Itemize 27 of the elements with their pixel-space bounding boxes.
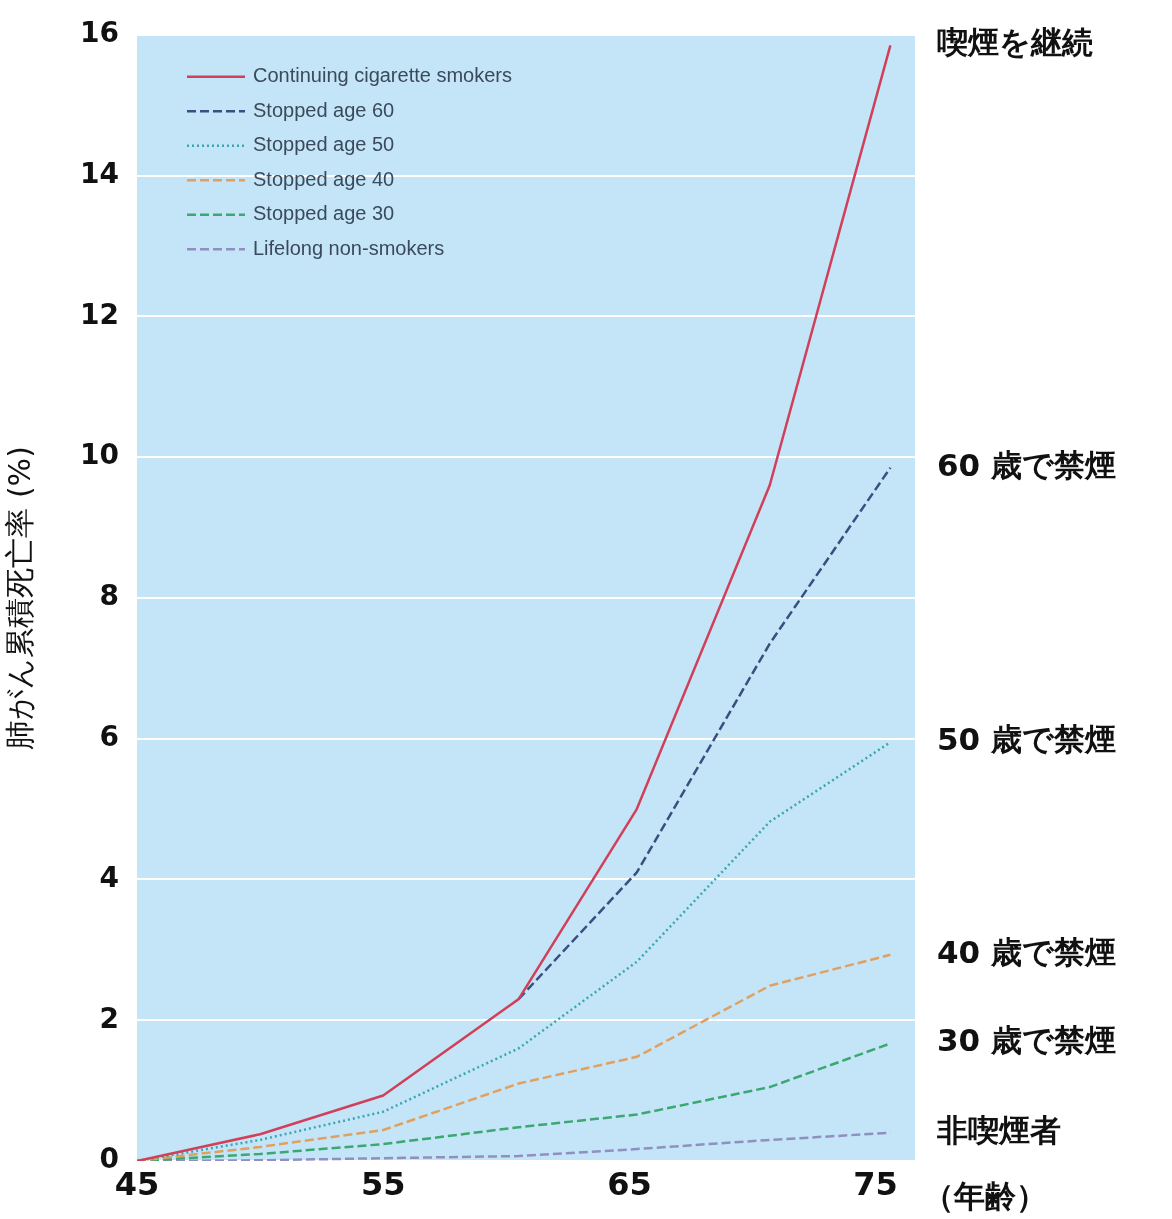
text: 30 歳で禁煙 bbox=[937, 1022, 1116, 1059]
legend-label: Lifelong non-smokers bbox=[253, 236, 445, 259]
text: 非喫煙者 bbox=[936, 1111, 1061, 1148]
legend-label: Stopped age 30 bbox=[253, 202, 395, 225]
line-series bbox=[517, 466, 892, 1001]
y-axis-title: 肺がん累積死亡率 (%) bbox=[1, 446, 37, 750]
x-tick-label: 75 bbox=[853, 1164, 898, 1203]
y-tick-label: 10 bbox=[80, 438, 119, 472]
y-tick-label: 6 bbox=[99, 719, 119, 753]
legend-label: Continuing cigarette smokers bbox=[253, 64, 513, 87]
x-tick-label: 65 bbox=[607, 1164, 652, 1203]
y-tick-label: 8 bbox=[99, 579, 119, 613]
legend-label: Stopped age 40 bbox=[253, 167, 395, 190]
text: 喫煙を継続 bbox=[937, 24, 1093, 61]
x-axis-title: （年齢） bbox=[923, 1178, 1047, 1215]
y-tick-label: 0 bbox=[99, 1142, 119, 1176]
text: 60 歳で禁煙 bbox=[937, 446, 1116, 483]
y-tick-label: 12 bbox=[80, 297, 119, 331]
text: 40 歳で禁煙 bbox=[937, 933, 1116, 970]
text: 50 歳で禁煙 bbox=[937, 721, 1116, 758]
y-tick-label: 4 bbox=[99, 860, 119, 894]
y-tick-label: 14 bbox=[80, 156, 119, 190]
legend-label: Stopped age 50 bbox=[253, 133, 395, 156]
x-tick-label: 55 bbox=[360, 1164, 406, 1203]
legend-label: Stopped age 60 bbox=[253, 98, 395, 121]
y-tick-label: 16 bbox=[80, 16, 119, 50]
y-tick-label: 2 bbox=[99, 1001, 119, 1035]
